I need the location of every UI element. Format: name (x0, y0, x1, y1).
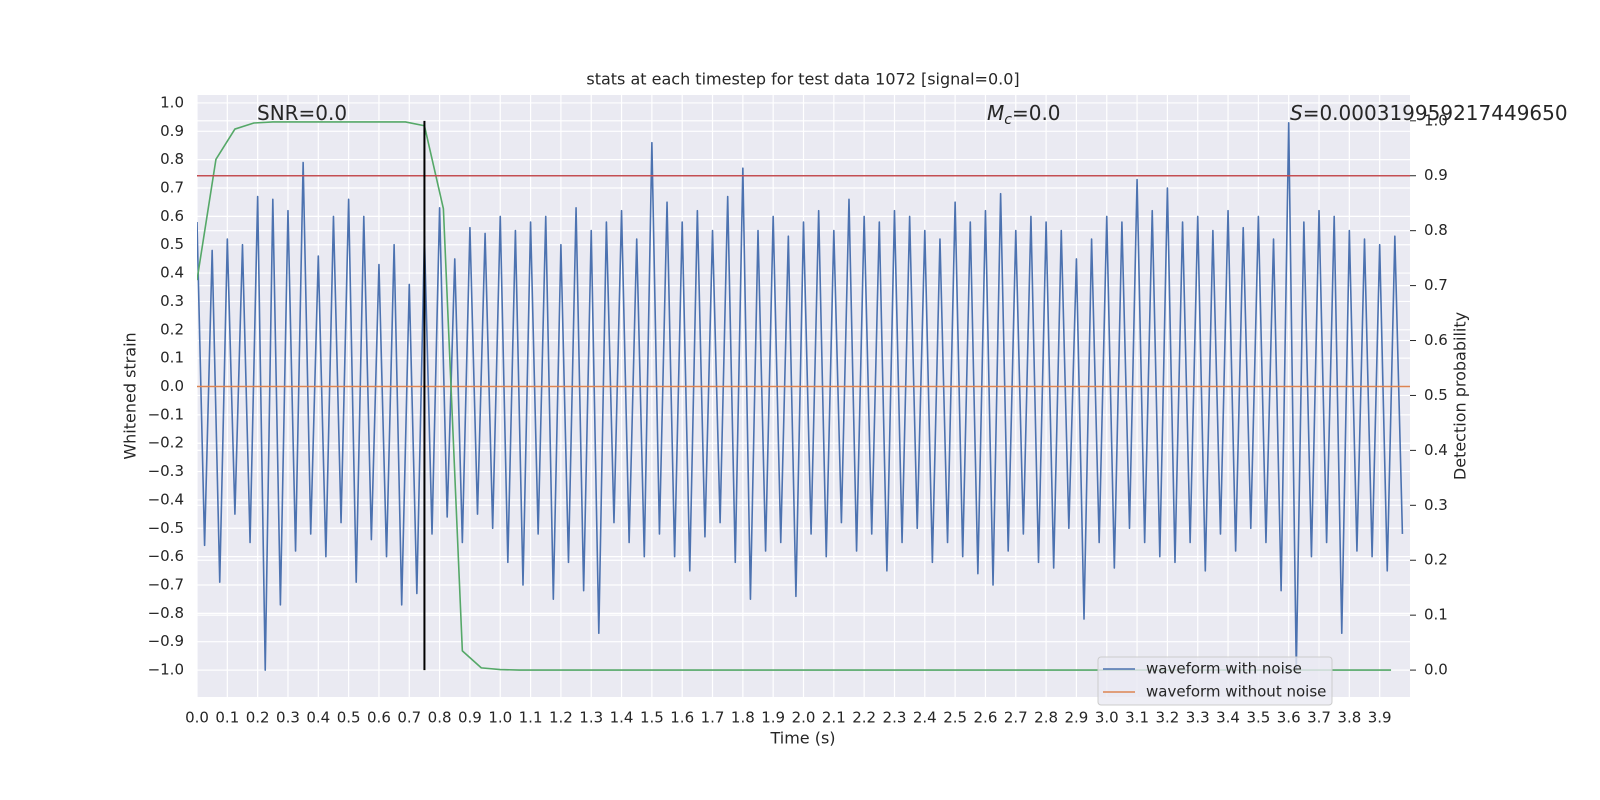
y-tick-label: 0.6 (160, 207, 184, 225)
x-tick-label: 3.0 (1095, 709, 1119, 727)
annotation-symbol: M (987, 101, 1004, 125)
x-tick-label: 1.4 (610, 709, 634, 727)
x-tick-label: 0.6 (367, 709, 391, 727)
annotation-subscript: c (1004, 112, 1012, 128)
x-tick-label: 0.0 (185, 709, 209, 727)
y-tick-label: 1.0 (160, 93, 184, 111)
x-tick-label: 0.2 (246, 709, 270, 727)
legend-label: waveform with noise (1146, 660, 1302, 678)
x-tick-label: 0.9 (458, 709, 482, 727)
x-tick-label: 2.5 (943, 709, 967, 727)
y-tick-label: −1.0 (148, 661, 184, 679)
y-tick-label: 0.8 (160, 150, 184, 168)
y2-tick-label: 0.6 (1424, 331, 1448, 349)
x-tick-label: 3.6 (1277, 709, 1301, 727)
x-tick-label: 2.2 (852, 709, 876, 727)
labels: 0.0 0.1 0.2 0.3 0.4 0.5 0.6 0.7 0.8 0.9 1.0 1.1 1.2 1… (148, 93, 1568, 726)
x-tick-label: 0.5 (337, 709, 361, 727)
annotation: S=0.000319959217449650 (1290, 101, 1568, 125)
y-tick-label: 0.5 (160, 235, 184, 253)
y2-axis-label: Detection probability (1451, 312, 1470, 480)
y-tick-label: −0.4 (148, 490, 184, 508)
x-tick-label: 3.5 (1246, 709, 1270, 727)
y-tick-label: 0.9 (160, 122, 184, 140)
x-tick-label: 2.6 (974, 709, 998, 727)
annotation: Mc=0.0 (987, 101, 1061, 129)
annotation: SNR=0.0 (257, 101, 347, 125)
x-tick-label: 3.1 (1125, 709, 1149, 727)
y2-tick-label: 0.2 (1424, 551, 1448, 569)
x-tick-label: 1.2 (549, 709, 573, 727)
y-tick-label: 0.1 (160, 349, 184, 367)
y-tick-label: −0.8 (148, 604, 184, 622)
y-tick-label: 0.2 (160, 320, 184, 338)
x-tick-label: 2.3 (883, 709, 907, 727)
x-tick-label: 0.1 (215, 709, 239, 727)
y-tick-label: 0.0 (160, 377, 184, 395)
y-tick-label: 0.7 (160, 179, 184, 197)
legend-label: waveform without noise (1146, 683, 1326, 701)
x-tick-label: 3.9 (1368, 709, 1392, 727)
y2-tick-label: 0.0 (1424, 661, 1448, 679)
y-tick-label: 0.4 (160, 264, 184, 282)
y-tick-label: −0.5 (148, 519, 184, 537)
x-tick-label: 1.5 (640, 709, 664, 727)
x-tick-label: 1.1 (519, 709, 543, 727)
legend-box (1097, 656, 1333, 706)
x-tick-label: 0.7 (397, 709, 421, 727)
y2-tick-label: 0.3 (1424, 496, 1448, 514)
x-tick-label: 1.7 (701, 709, 725, 727)
y-tick-label: −0.9 (148, 632, 184, 650)
x-tick-label: 1.6 (670, 709, 694, 727)
y-axis-label: Whitened strain (121, 332, 140, 459)
y2-tick-label: 0.5 (1424, 386, 1448, 404)
y2-tick-label: 0.7 (1424, 276, 1448, 294)
annotation-text: =0.000319959217449650 (1303, 101, 1568, 125)
x-tick-label: 0.8 (428, 709, 452, 727)
series-line (197, 121, 1404, 671)
y2-tick-label: 1.0 (1424, 111, 1448, 129)
x-tick-label: 3.3 (1186, 709, 1210, 727)
x-tick-label: 3.7 (1307, 709, 1331, 727)
y-tick-label: −0.3 (148, 462, 184, 480)
x-tick-label: 3.4 (1216, 709, 1240, 727)
y-tick-label: −0.6 (148, 547, 184, 565)
chart-title: stats at each timestep for test data 107… (586, 70, 1019, 89)
x-tick-label: 1.8 (731, 709, 755, 727)
y2-tick-label: 0.4 (1424, 441, 1448, 459)
y-tick-label: −0.2 (148, 434, 184, 452)
y-tick-label: −0.7 (148, 575, 184, 593)
x-tick-label: 2.4 (913, 709, 937, 727)
x-tick-label: 3.8 (1337, 709, 1361, 727)
x-tick-label: 2.0 (792, 709, 816, 727)
x-tick-label: 2.7 (1004, 709, 1028, 727)
y-tick-label: −0.1 (148, 405, 184, 423)
y2-tick-label: 0.1 (1424, 606, 1448, 624)
legend: waveform with noise waveform without nois… (1097, 656, 1333, 706)
x-tick-label: 1.3 (579, 709, 603, 727)
grid (196, 95, 1410, 697)
x-tick-label: 3.2 (1155, 709, 1179, 727)
x-tick-label: 1.9 (761, 709, 785, 727)
x-tick-label: 0.3 (276, 709, 300, 727)
annotation-text: SNR=0.0 (257, 101, 347, 125)
x-tick-label: 2.8 (1034, 709, 1058, 727)
x-tick-label: 2.9 (1064, 709, 1088, 727)
y-tick-label: 0.3 (160, 292, 184, 310)
x-tick-label: 2.1 (822, 709, 846, 727)
x-tick-label: 1.0 (488, 709, 512, 727)
y2-tick-label: 0.8 (1424, 221, 1448, 239)
x-axis-label: Time (s) (769, 729, 835, 748)
annotation-symbol: S (1290, 101, 1303, 125)
y2-tick-label: 0.9 (1424, 166, 1448, 184)
annotation-text: =0.0 (1012, 101, 1061, 125)
x-tick-label: 0.4 (306, 709, 330, 727)
